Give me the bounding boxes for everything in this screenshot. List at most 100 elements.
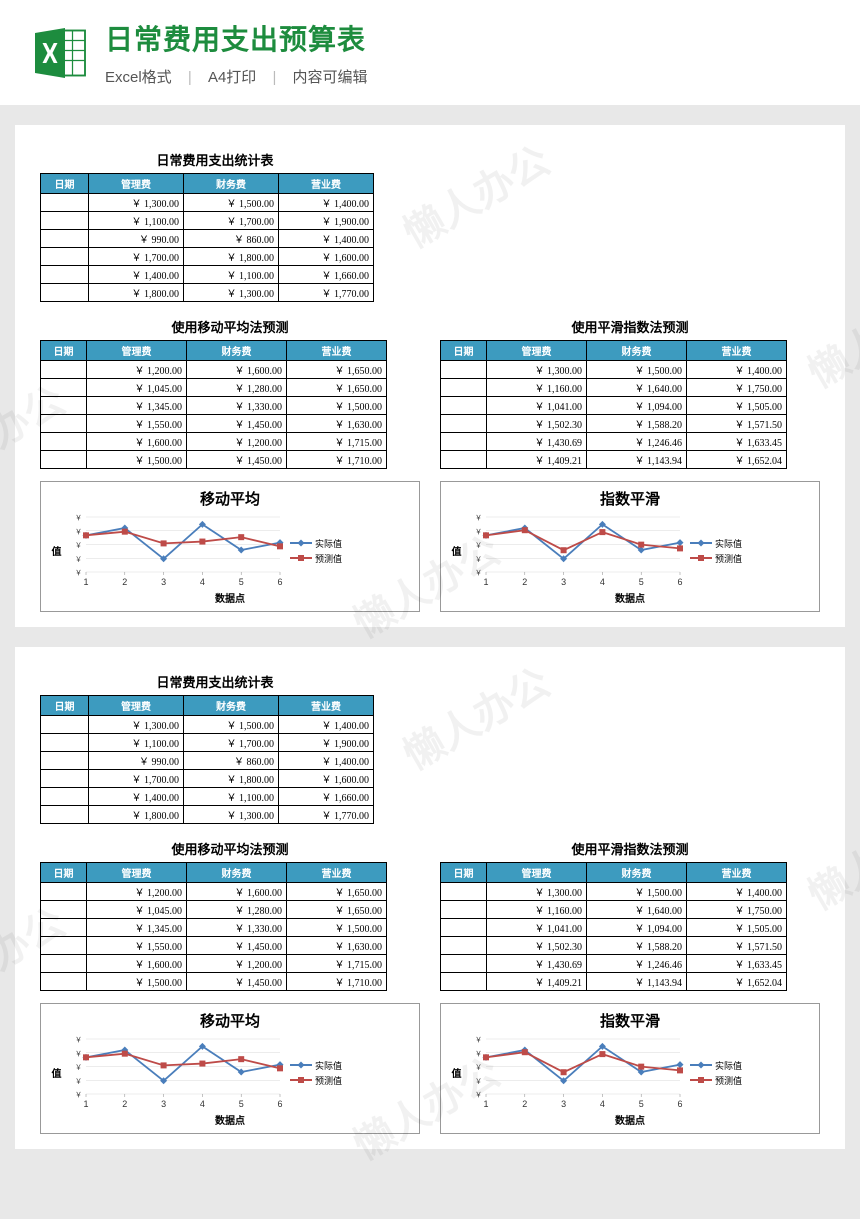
- chart-legend: 实际值 预测值: [690, 1057, 742, 1089]
- table-cell: ￥ 1,400.00: [687, 361, 787, 379]
- chart-y-axis-label: 值: [47, 546, 62, 556]
- table-cell: ￥ 1,450.00: [187, 451, 287, 469]
- table-cell: ￥ 1,300.00: [487, 361, 587, 379]
- table-cell: ￥ 1,900.00: [279, 212, 374, 230]
- table-cell: ￥ 1,400.00: [89, 788, 184, 806]
- table-cell: ￥ 1,094.00: [587, 397, 687, 415]
- data-table: 日期管理费财务费营业费￥ 1,200.00￥ 1,600.00￥ 1,650.0…: [40, 340, 387, 469]
- table-cell: ￥ 1,345.00: [87, 397, 187, 415]
- table-row: ￥ 1,100.00￥ 1,700.00￥ 1,900.00: [41, 734, 374, 752]
- svg-text:￥: ￥: [75, 1050, 82, 1058]
- table-cell: [441, 937, 487, 955]
- svg-text:2: 2: [522, 577, 527, 587]
- table-cell: ￥ 1,640.00: [587, 379, 687, 397]
- svg-text:￥: ￥: [75, 528, 82, 536]
- table-header: 营业费: [287, 863, 387, 883]
- chart-svg: ￥￥￥￥￥123456: [64, 513, 284, 588]
- table-cell: ￥ 1,500.00: [184, 716, 279, 734]
- table-cell: ￥ 1,280.00: [187, 901, 287, 919]
- table-cell: ￥ 1,450.00: [187, 973, 287, 991]
- table-cell: ￥ 1,143.94: [587, 451, 687, 469]
- table-cell: ￥ 1,633.45: [687, 433, 787, 451]
- table-header: 营业费: [279, 174, 374, 194]
- table-row: ￥ 1,300.00￥ 1,500.00￥ 1,400.00: [441, 883, 787, 901]
- page-preview: 懒人办公 办公 懒人办公 懒人 日常费用支出统计表 日期管理费财务费营业费￥ 1…: [15, 125, 845, 627]
- svg-text:5: 5: [639, 577, 644, 587]
- table-cell: [41, 919, 87, 937]
- table-cell: ￥ 1,409.21: [487, 451, 587, 469]
- table-cell: ￥ 1,630.00: [287, 937, 387, 955]
- table-row: ￥ 1,430.69￥ 1,246.46￥ 1,633.45: [441, 433, 787, 451]
- table-header: 营业费: [287, 341, 387, 361]
- table-header: 日期: [441, 341, 487, 361]
- table-cell: [441, 415, 487, 433]
- table-row: ￥ 1,800.00￥ 1,300.00￥ 1,770.00: [41, 284, 374, 302]
- svg-text:1: 1: [83, 577, 88, 587]
- data-table: 日期管理费财务费营业费￥ 1,300.00￥ 1,500.00￥ 1,400.0…: [440, 862, 787, 991]
- table-cell: ￥ 1,660.00: [279, 266, 374, 284]
- table-cell: ￥ 1,800.00: [184, 248, 279, 266]
- svg-text:4: 4: [600, 1099, 605, 1109]
- table-row: ￥ 1,550.00￥ 1,450.00￥ 1,630.00: [41, 415, 387, 433]
- svg-text:￥: ￥: [475, 528, 482, 536]
- svg-text:￥: ￥: [475, 1050, 482, 1058]
- table-cell: ￥ 1,300.00: [184, 806, 279, 824]
- table-cell: ￥ 1,550.00: [87, 937, 187, 955]
- table-header: 管理费: [487, 863, 587, 883]
- chart-x-axis-label: 数据点: [47, 1112, 413, 1127]
- svg-text:6: 6: [277, 577, 282, 587]
- table-cell: ￥ 1,650.00: [287, 883, 387, 901]
- data-table: 日期管理费财务费营业费￥ 1,200.00￥ 1,600.00￥ 1,650.0…: [40, 862, 387, 991]
- table-cell: ￥ 1,660.00: [279, 788, 374, 806]
- table-row: ￥ 1,700.00￥ 1,800.00￥ 1,600.00: [41, 770, 374, 788]
- chart-svg: ￥￥￥￥￥123456: [464, 1035, 684, 1110]
- chart-container: 移动平均 值 ￥￥￥￥￥123456 实际值 预测值 数据点: [40, 1003, 420, 1134]
- table-cell: [441, 379, 487, 397]
- table-cell: ￥ 1,630.00: [287, 415, 387, 433]
- table-cell: ￥ 990.00: [89, 230, 184, 248]
- table-cell: ￥ 1,588.20: [587, 937, 687, 955]
- table-row: ￥ 1,502.30￥ 1,588.20￥ 1,571.50: [441, 415, 787, 433]
- table-cell: ￥ 1,505.00: [687, 919, 787, 937]
- table-cell: ￥ 860.00: [184, 230, 279, 248]
- table-cell: ￥ 1,500.00: [587, 361, 687, 379]
- table-cell: [41, 806, 89, 824]
- svg-text:5: 5: [239, 577, 244, 587]
- svg-text:￥: ￥: [475, 555, 482, 563]
- svg-text:￥: ￥: [75, 569, 82, 577]
- svg-text:￥: ￥: [475, 1036, 482, 1044]
- table-header: 管理费: [87, 863, 187, 883]
- table-row: ￥ 1,041.00￥ 1,094.00￥ 1,505.00: [441, 397, 787, 415]
- table-cell: ￥ 1,450.00: [187, 937, 287, 955]
- table-row: ￥ 990.00￥ 860.00￥ 1,400.00: [41, 230, 374, 248]
- table-row: ￥ 1,160.00￥ 1,640.00￥ 1,750.00: [441, 901, 787, 919]
- table-cell: ￥ 1,800.00: [89, 806, 184, 824]
- table-header: 财务费: [187, 863, 287, 883]
- table-cell: ￥ 1,400.00: [279, 716, 374, 734]
- table-cell: ￥ 1,770.00: [279, 806, 374, 824]
- page-preview: 懒人办公 办公 懒人办公 懒人 日常费用支出统计表 日期管理费财务费营业费￥ 1…: [15, 647, 845, 1149]
- table-cell: [41, 266, 89, 284]
- table-cell: ￥ 1,143.94: [587, 973, 687, 991]
- table-cell: ￥ 1,280.00: [187, 379, 287, 397]
- table-cell: ￥ 1,633.45: [687, 955, 787, 973]
- table-cell: ￥ 1,600.00: [187, 883, 287, 901]
- stats-block: 日常费用支出统计表 日期管理费财务费营业费￥ 1,300.00￥ 1,500.0…: [40, 150, 390, 302]
- svg-text:￥: ￥: [475, 1091, 482, 1099]
- table-header: 日期: [41, 174, 89, 194]
- chart-title: 指数平滑: [447, 1010, 813, 1031]
- section-title: 使用平滑指数法预测: [440, 839, 820, 858]
- table-row: ￥ 1,400.00￥ 1,100.00￥ 1,660.00: [41, 266, 374, 284]
- moving-avg-block: 使用移动平均法预测 日期管理费财务费营业费￥ 1,200.00￥ 1,600.0…: [40, 839, 420, 991]
- table-cell: ￥ 1,600.00: [279, 770, 374, 788]
- table-row: ￥ 1,160.00￥ 1,640.00￥ 1,750.00: [441, 379, 787, 397]
- chart-svg: ￥￥￥￥￥123456: [64, 1035, 284, 1110]
- chart-y-axis-label: 值: [447, 1068, 462, 1078]
- table-cell: [441, 883, 487, 901]
- table-cell: ￥ 1,652.04: [687, 451, 787, 469]
- table-cell: ￥ 1,200.00: [187, 955, 287, 973]
- table-cell: ￥ 1,246.46: [587, 433, 687, 451]
- table-cell: [441, 973, 487, 991]
- table-cell: [41, 433, 87, 451]
- table-row: ￥ 1,600.00￥ 1,200.00￥ 1,715.00: [41, 955, 387, 973]
